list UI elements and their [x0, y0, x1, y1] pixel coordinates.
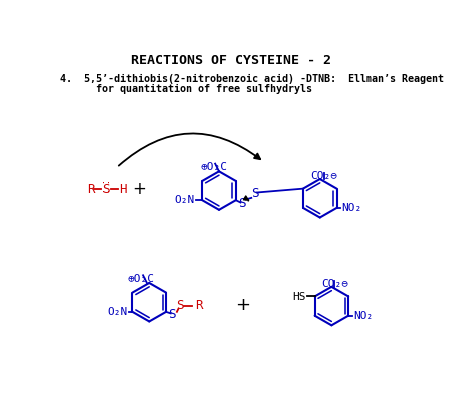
Text: +: + [235, 296, 250, 314]
Text: S: S [168, 308, 176, 321]
Text: R: R [87, 182, 95, 196]
Text: CO₂⊖: CO₂⊖ [310, 171, 337, 181]
Text: H: H [119, 182, 126, 196]
Text: 4.  5,5’-dithiobis(2-nitrobenzoic acid) -DTNB:  Ellman’s Reagent: 4. 5,5’-dithiobis(2-nitrobenzoic acid) -… [60, 73, 444, 83]
Text: R: R [195, 299, 203, 312]
Text: O₂N: O₂N [108, 307, 128, 317]
Text: S: S [102, 182, 110, 196]
Text: NO₂: NO₂ [341, 203, 361, 213]
Text: ··: ·· [101, 180, 111, 189]
Text: S: S [176, 299, 184, 312]
Text: HS: HS [292, 292, 305, 302]
Text: +: + [132, 180, 146, 198]
Text: NO₂: NO₂ [353, 311, 373, 321]
Text: S: S [251, 187, 258, 200]
Text: for quantitation of free sulfhydryls: for quantitation of free sulfhydryls [60, 83, 312, 93]
Text: ⊕O₂C: ⊕O₂C [128, 274, 155, 284]
Text: S: S [238, 197, 246, 210]
Text: REACTIONS OF CYSTEINE - 2: REACTIONS OF CYSTEINE - 2 [130, 54, 331, 67]
Text: CO₂⊖: CO₂⊖ [321, 279, 348, 289]
Text: ··: ·· [101, 189, 111, 198]
Text: O₂N: O₂N [174, 195, 194, 205]
Text: ⊕O₂C: ⊕O₂C [201, 162, 228, 172]
